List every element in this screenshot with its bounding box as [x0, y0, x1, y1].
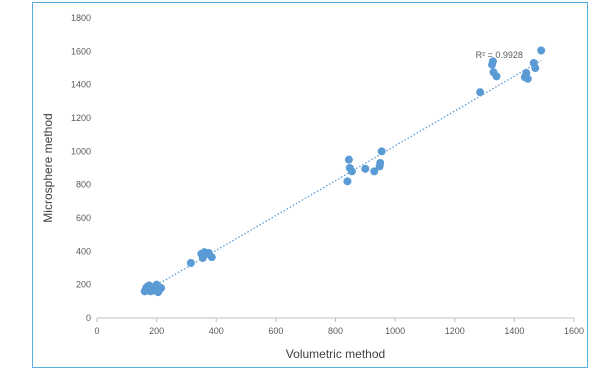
trendline — [144, 59, 542, 293]
data-point — [143, 282, 152, 291]
y-tick-label: 1600 — [71, 46, 91, 56]
data-point — [376, 159, 385, 167]
y-axis-title: Microsphere method — [41, 113, 55, 222]
data-point — [492, 72, 501, 81]
x-tick-label: 1600 — [564, 326, 584, 336]
x-tick-label: 1000 — [385, 326, 405, 336]
data-point — [531, 64, 540, 72]
data-point — [343, 177, 352, 186]
x-tick-label: 1400 — [504, 326, 524, 336]
y-tick-label: 1400 — [71, 80, 91, 90]
x-tick-label: 200 — [149, 326, 164, 336]
data-point — [377, 147, 386, 156]
x-tick-label: 800 — [328, 326, 343, 336]
data-point — [347, 167, 356, 176]
data-point — [476, 88, 485, 97]
data-point — [207, 253, 216, 262]
y-tick-label: 1800 — [71, 13, 91, 23]
data-point — [344, 155, 353, 164]
x-axis-title: Volumetric method — [286, 347, 385, 361]
data-point — [186, 259, 195, 267]
y-tick-label: 200 — [76, 280, 91, 290]
data-point — [361, 164, 370, 173]
data-point — [151, 283, 160, 292]
x-tick-label: 600 — [268, 326, 283, 336]
data-point — [157, 284, 166, 292]
x-tick-label: 0 — [94, 326, 99, 336]
x-tick-label: 1200 — [445, 326, 465, 336]
data-point — [370, 167, 379, 176]
data-point — [488, 57, 497, 66]
data-point — [523, 74, 532, 83]
y-tick-label: 0 — [86, 313, 91, 323]
y-tick-label: 800 — [76, 180, 91, 190]
r-squared-annotation: R² = 0.9928 — [476, 50, 523, 60]
y-tick-label: 600 — [76, 213, 91, 223]
y-tick-label: 1200 — [71, 113, 91, 123]
x-tick-label: 400 — [209, 326, 224, 336]
data-point — [537, 46, 546, 55]
y-tick-label: 1000 — [71, 146, 91, 156]
y-tick-label: 400 — [76, 246, 91, 256]
